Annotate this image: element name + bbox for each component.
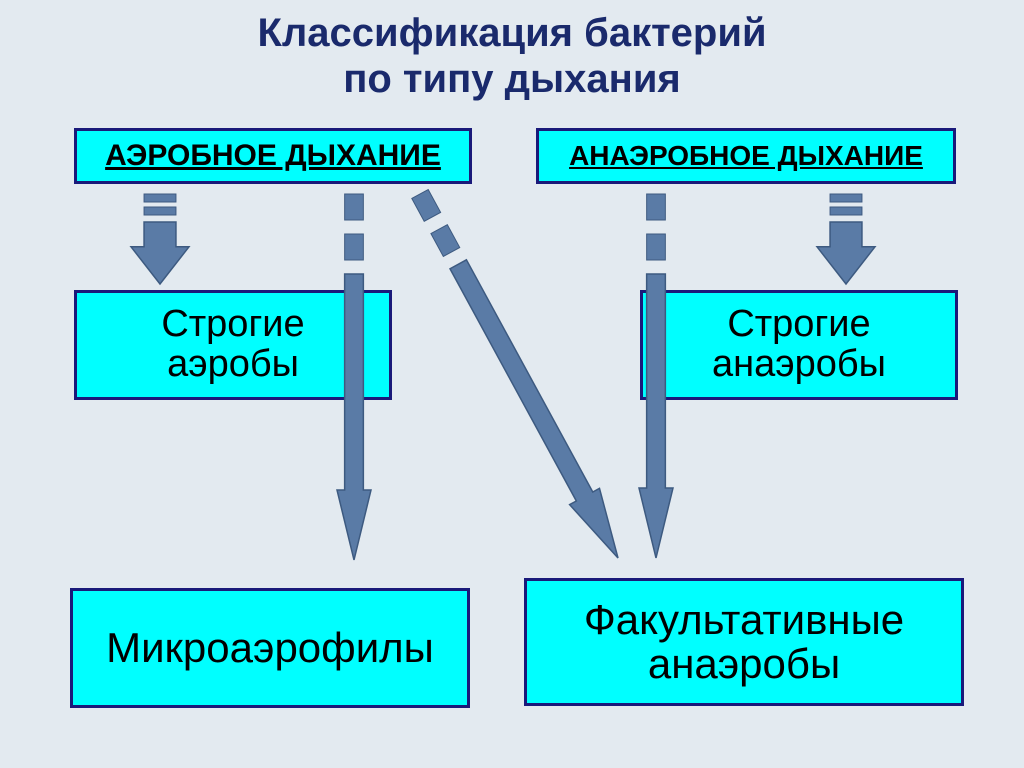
box-strict-anaerobes: Строгиеанаэробы <box>640 290 958 400</box>
box-label: Строгиеанаэробы <box>712 305 886 385</box>
box-label: Строгиеаэробы <box>161 305 304 385</box>
anaerobic-to-strict <box>817 194 875 284</box>
box-label: Микроаэрофилы <box>106 626 434 670</box>
box-microaerophiles: Микроаэрофилы <box>70 588 470 708</box>
box-label: АЭРОБНОЕ ДЫХАНИЕ <box>105 140 441 172</box>
diagram-title: Классификация бактерий по типу дыхания <box>0 10 1024 102</box>
box-strict-aerobes: Строгиеаэробы <box>74 290 392 400</box>
box-label: АНАЭРОБНОЕ ДЫХАНИЕ <box>569 141 923 170</box>
title-line2: по типу дыхания <box>343 57 681 101</box>
aerobic-to-facult <box>405 186 633 566</box>
box-anaerobic-header: АНАЭРОБНОЕ ДЫХАНИЕ <box>536 128 956 184</box>
box-label: Факультативныеанаэробы <box>584 598 904 686</box>
title-line1: Классификация бактерий <box>257 11 766 55</box>
box-aerobic-header: АЭРОБНОЕ ДЫХАНИЕ <box>74 128 472 184</box>
box-facultative: Факультативныеанаэробы <box>524 578 964 706</box>
aerobic-to-strict <box>131 194 189 284</box>
